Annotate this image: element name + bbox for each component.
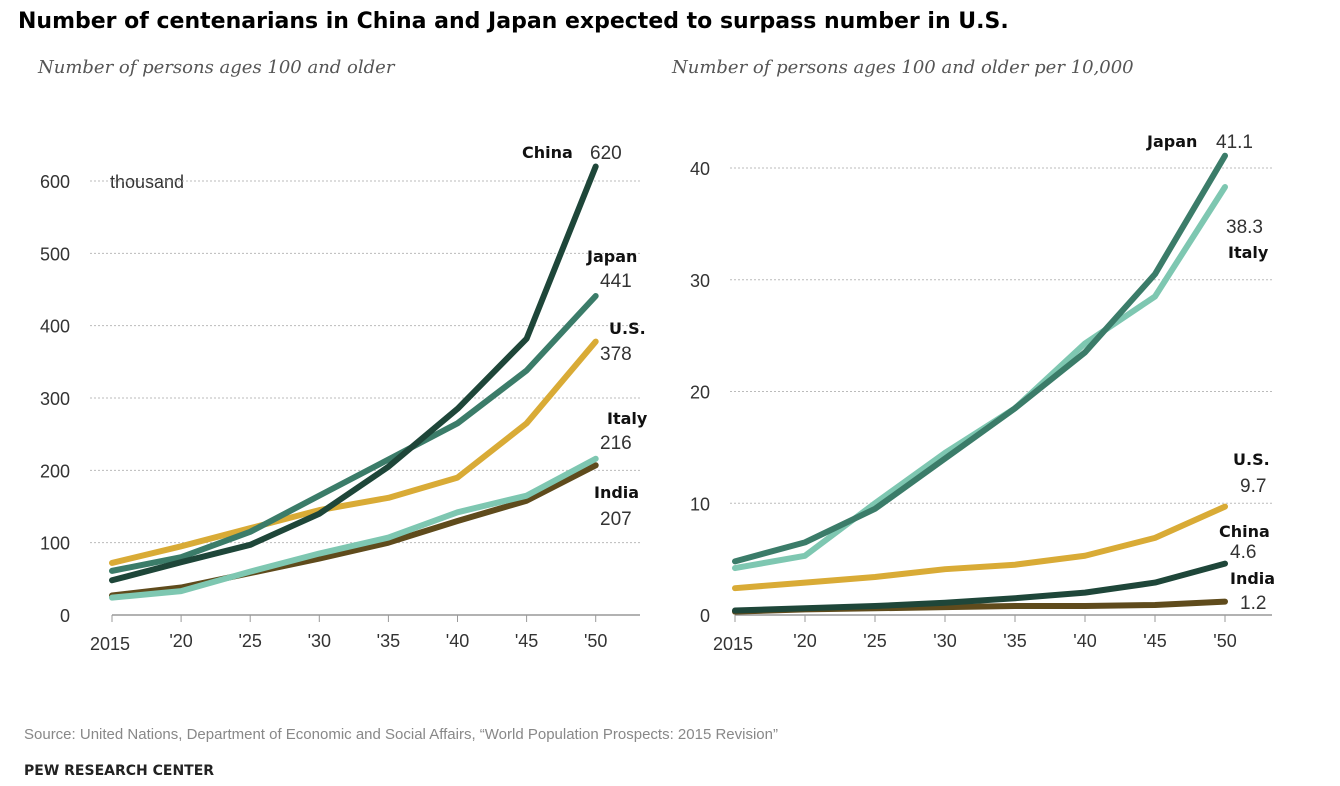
x-tick-label: '20 — [793, 631, 816, 651]
y-tick-label: 200 — [40, 461, 70, 481]
x-tick-label: '35 — [1003, 631, 1026, 651]
x-tick-label: '40 — [446, 631, 469, 651]
x-tick-label: 2015 — [713, 634, 753, 654]
y-tick-label: 100 — [40, 534, 70, 554]
value-us-right: 9.7 — [1240, 476, 1266, 497]
series-line-japan — [109, 293, 599, 574]
series-line-india — [109, 462, 599, 599]
series-line-china — [732, 560, 1228, 614]
left-chart: 0 100 200 300 400 500 600 2015 '20 '25 '30 '35 '40 '4… — [40, 163, 640, 654]
series-line-us — [732, 503, 1228, 592]
label-india-right: India — [1230, 569, 1275, 588]
value-italy-left: 216 — [600, 433, 632, 454]
value-india-right: 1.2 — [1240, 593, 1266, 614]
x-tick-label: 2015 — [90, 634, 130, 654]
publisher: PEW RESEARCH CENTER — [24, 763, 214, 779]
y-tick-label: 0 — [60, 606, 70, 626]
label-japan-right: Japan — [1146, 132, 1197, 151]
label-italy-left: Italy — [607, 409, 648, 428]
x-tick-label: '50 — [584, 631, 607, 651]
series-line-japan — [732, 152, 1228, 565]
value-india-left: 207 — [600, 509, 632, 530]
y-tick-label: 40 — [690, 159, 710, 179]
y-tick-label: 30 — [690, 271, 710, 291]
y-tick-label: 400 — [40, 317, 70, 337]
label-india-left: India — [594, 483, 639, 502]
x-tick-label: '45 — [515, 631, 538, 651]
x-tick-label: '20 — [169, 631, 192, 651]
y-tick-label: 600 — [40, 172, 70, 192]
y-tick-label: 20 — [690, 383, 710, 403]
x-tick-label: '50 — [1213, 631, 1236, 651]
value-us-left: 378 — [600, 344, 632, 365]
value-china-left: 620 — [590, 143, 622, 164]
value-japan-right: 41.1 — [1216, 132, 1253, 153]
x-tick-label: '25 — [238, 631, 261, 651]
right-subtitle: Number of persons ages 100 and older per… — [671, 57, 1134, 78]
chart-title: Number of centenarians in China and Japa… — [18, 9, 1009, 34]
x-tick-label: '25 — [863, 631, 886, 651]
label-china-right: China — [1219, 522, 1270, 541]
left-subtitle: Number of persons ages 100 and older — [37, 57, 396, 78]
label-japan-left: Japan — [586, 247, 637, 266]
series-line-italy — [109, 455, 599, 601]
label-italy-right: Italy — [1228, 243, 1269, 262]
series-line-china — [109, 163, 599, 584]
y-tick-label: 0 — [700, 606, 710, 626]
unit-label: thousand — [110, 172, 184, 192]
y-tick-label: 500 — [40, 244, 70, 264]
x-tick-label: '40 — [1073, 631, 1096, 651]
label-us-right: U.S. — [1233, 450, 1270, 469]
value-china-right: 4.6 — [1230, 542, 1256, 563]
source-note: Source: United Nations, Department of Ec… — [24, 726, 778, 743]
label-us-left: U.S. — [609, 319, 646, 338]
x-tick-label: '45 — [1143, 631, 1166, 651]
y-tick-label: 10 — [690, 494, 710, 514]
x-tick-label: '30 — [308, 631, 331, 651]
right-chart: 0 10 20 30 40 2015 '20 '25 '30 '35 '40 '45 '50 — [690, 152, 1272, 654]
series-line-us — [109, 338, 599, 566]
x-tick-label: '35 — [377, 631, 400, 651]
label-china-left: China — [522, 143, 573, 162]
y-tick-label: 300 — [40, 389, 70, 409]
value-japan-left: 441 — [600, 271, 632, 292]
x-tick-label: '30 — [933, 631, 956, 651]
series-line-italy — [732, 183, 1228, 572]
value-italy-right: 38.3 — [1226, 217, 1263, 238]
